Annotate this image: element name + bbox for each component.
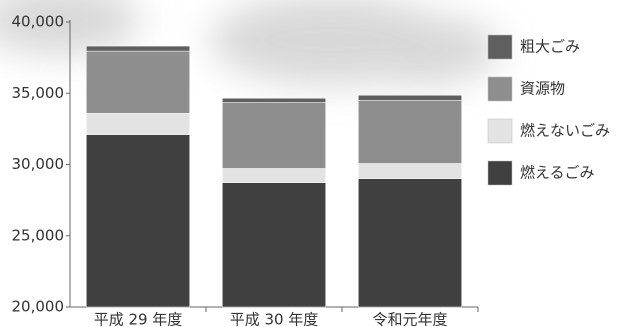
y-tick-label: 40,000	[12, 13, 65, 31]
cloud-decoration	[0, 0, 500, 85]
bar-segment	[86, 50, 190, 114]
bar-segment	[358, 99, 462, 164]
bar-segment	[358, 163, 462, 179]
legend-label: 燃えないごみ	[520, 122, 610, 140]
legend-swatch	[487, 160, 513, 186]
legend-swatch	[487, 118, 513, 144]
bar-segment	[222, 168, 326, 183]
bar-segment	[86, 45, 190, 52]
x-tick-label: 平成 30 年度	[230, 311, 319, 327]
legend-label: 資源物	[520, 80, 565, 98]
bar-segment	[222, 97, 326, 103]
legend-swatch	[487, 34, 513, 60]
y-tick-label: 35,000	[12, 84, 65, 102]
bar-segment	[86, 113, 190, 135]
y-tick-label: 20,000	[12, 298, 65, 316]
bar-segment	[222, 101, 326, 169]
bar-segment	[358, 94, 462, 101]
bar-segment	[222, 182, 326, 308]
x-tick-label: 平成 29 年度	[94, 311, 183, 327]
x-tick-label: 令和元年度	[372, 311, 447, 327]
legend-label: 燃えるごみ	[520, 164, 595, 182]
y-tick-label: 25,000	[12, 226, 65, 244]
bar-segment	[358, 178, 462, 308]
legend-label: 粗大ごみ	[520, 38, 580, 56]
y-tick-label: 30,000	[12, 155, 65, 173]
bar-segment	[86, 134, 190, 308]
legend-swatch	[487, 76, 513, 102]
